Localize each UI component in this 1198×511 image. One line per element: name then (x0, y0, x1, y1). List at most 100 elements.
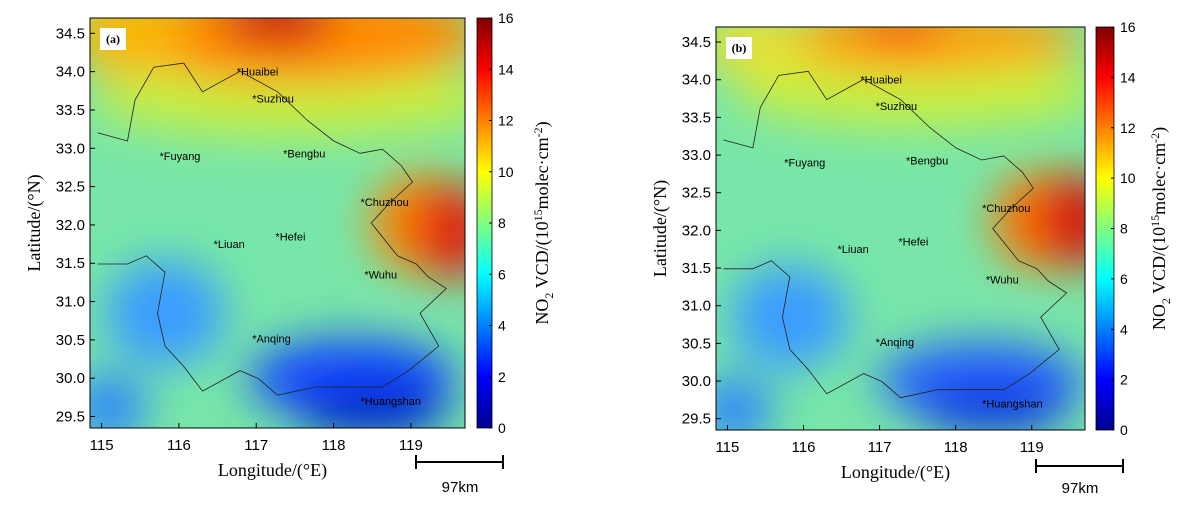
city-label: *Fuyang (784, 158, 825, 170)
field-blob (716, 27, 809, 76)
colorbar-label-part: NO (1149, 304, 1169, 330)
city-label: *Chuzhou (360, 197, 408, 209)
colorbar-tick-label: 10 (1120, 170, 1136, 186)
colorbar-tick-label: 6 (498, 266, 506, 282)
x-axis-label: Longitude/(°E) (841, 462, 950, 483)
colorbar-label: NO2 VCD/(1015molec·cm-2) (531, 121, 556, 324)
colorbar-label-part: 2 (1159, 298, 1173, 304)
field-blob (105, 259, 225, 367)
y-tick-label: 30.5 (56, 332, 85, 349)
field-blob (1040, 172, 1085, 269)
city-label: *Suzhou (252, 93, 294, 105)
city-label: *Bengbu (906, 155, 948, 167)
city-label: *Anqing (876, 337, 915, 349)
colorbar-tick-label: 12 (498, 113, 514, 129)
plot-frame (715, 26, 1086, 431)
scale-bar-label: 97km (1062, 480, 1099, 497)
colorbar-tick-label: 12 (1120, 120, 1136, 136)
y-tick-label: 31.5 (56, 255, 85, 272)
plot-frame (89, 17, 466, 429)
city-label: *Bengbu (283, 149, 325, 161)
field-blob (416, 182, 465, 281)
x-tick-label: 118 (944, 439, 968, 456)
colorbar-label-part: ) (532, 121, 553, 127)
colorbar-label-part: -2 (1148, 133, 1162, 143)
field-blob (716, 377, 772, 430)
city-label: *Huaibei (860, 75, 902, 87)
x-tick-label: 118 (322, 437, 346, 454)
x-tick-label: 117 (244, 437, 268, 454)
y-tick-label: 32.5 (682, 185, 711, 202)
y-tick-label: 31.0 (56, 294, 85, 311)
y-tick-label: 32.0 (56, 217, 85, 234)
field-blob (108, 18, 465, 84)
field-blob (752, 27, 1085, 72)
y-axis-label: Latitude/(°N) (24, 174, 45, 271)
no2-field (90, 18, 465, 428)
city-label: *Chuzhou (982, 203, 1030, 215)
city-label: *Huaibei (237, 67, 279, 79)
x-tick-label: 117 (868, 439, 892, 456)
y-tick-label: 34.5 (682, 34, 711, 51)
panel-label: (b) (732, 41, 747, 55)
x-tick-label: 115 (715, 439, 739, 456)
city-label: *Huangshan (360, 396, 421, 408)
colorbar-label-part: molec·cm (1149, 143, 1169, 215)
colorbar-label-part: 2 (542, 293, 556, 299)
field-blob (734, 55, 1085, 128)
y-axis-label: Latitude/(°N) (650, 180, 671, 277)
field-blob (90, 63, 465, 137)
province-border (97, 62, 447, 396)
colorbar-tick-label: 4 (1120, 321, 1128, 337)
colorbar-tick-label: 8 (498, 215, 506, 231)
x-axis-label: Longitude/(°E) (218, 460, 327, 481)
y-tick-label: 30.0 (56, 370, 85, 387)
city-label: *Hefei (275, 231, 305, 243)
scale-bar-label: 97km (442, 479, 479, 496)
city-label: *Fuyang (159, 151, 200, 163)
city-label: *Wuhu (986, 274, 1019, 286)
colorbar-tick-label: 16 (498, 10, 514, 26)
y-tick-label: 30.0 (682, 373, 711, 390)
field-blob (918, 385, 1067, 430)
colorbar-tick-label: 14 (498, 61, 514, 77)
colorbar-tick-label: 2 (498, 369, 506, 385)
colorbar-tick-label: 2 (1120, 372, 1128, 388)
field-blob (730, 264, 849, 370)
colorbar-label-part: ) (1149, 127, 1170, 133)
city-label: *Huangshan (982, 399, 1043, 411)
colorbar-tick-label: 4 (498, 318, 506, 334)
field-blob (856, 27, 945, 48)
colorbar-tick-label: 16 (1120, 19, 1136, 35)
colorbar-tick-label: 8 (1120, 221, 1128, 237)
panel-label: (a) (106, 32, 120, 46)
colorbar-tick-label: 6 (1120, 271, 1128, 287)
panel-label-box (100, 28, 126, 50)
y-tick-label: 33.5 (682, 109, 711, 126)
colorbar-label-part: molec·cm (532, 137, 552, 209)
y-tick-label: 33.0 (56, 140, 85, 157)
city-label: *Suzhou (876, 101, 918, 113)
province-border (723, 70, 1068, 399)
colorbar-label-part: NO (532, 299, 552, 325)
city-label: *Liuan (838, 244, 869, 256)
y-tick-label: 33.0 (682, 147, 711, 164)
map-panel: (a) 115 116 117 118 119 29.5 30.0 30.5 31.0 31.5 32… (24, 10, 556, 496)
city-label: *Liuan (214, 239, 245, 251)
colorbar-tick-label: 0 (498, 420, 506, 436)
y-tick-label: 29.5 (682, 411, 711, 428)
panel-label-box (726, 37, 752, 59)
colorbar-label-part: VCD/(10 (1149, 227, 1170, 298)
y-tick-label: 29.5 (56, 409, 85, 426)
field-blob (221, 18, 334, 47)
city-label: *Wuhu (364, 270, 397, 282)
colorbar-tick-label: 0 (1120, 422, 1128, 438)
y-tick-label: 32.5 (56, 179, 85, 196)
x-tick-label: 116 (167, 437, 191, 454)
y-tick-label: 31.5 (682, 260, 711, 277)
city-label: *Anqing (252, 333, 291, 345)
colorbar-tick-label: 14 (1120, 69, 1136, 85)
colorbar-tick-label: 10 (498, 164, 514, 180)
field-blob (296, 387, 447, 428)
